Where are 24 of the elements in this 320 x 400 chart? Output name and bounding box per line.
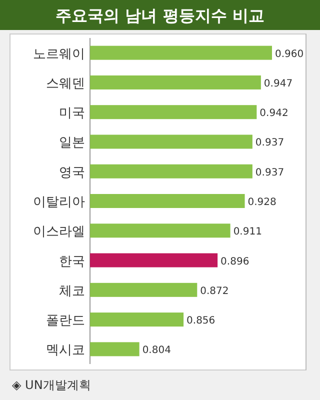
data-label: 0.911 xyxy=(233,226,262,238)
y-tick-label: 한국 xyxy=(59,254,85,270)
y-tick-label: 폴란드 xyxy=(46,314,85,329)
y-tick-label: 스웨덴 xyxy=(46,76,85,92)
data-label: 0.804 xyxy=(142,345,171,356)
data-label: 0.942 xyxy=(260,108,288,120)
y-tick-label: 영국 xyxy=(59,165,85,180)
data-label: 0.937 xyxy=(255,167,284,178)
data-label: 0.872 xyxy=(200,286,229,297)
y-tick-label: 체코 xyxy=(59,284,85,299)
y-tick-label: 이탈리아 xyxy=(33,195,85,210)
y-tick-label: 일본 xyxy=(59,136,85,151)
y-tick-label: 미국 xyxy=(59,106,85,122)
data-label: 0.960 xyxy=(274,48,304,60)
data-label: 0.937 xyxy=(255,138,284,149)
data-label: 0.856 xyxy=(186,316,216,327)
data-label: 0.896 xyxy=(220,256,250,268)
data-label: 0.947 xyxy=(264,78,293,90)
y-tick-label: 이스라엘 xyxy=(33,224,85,240)
chart-title: 주요국의 남녀 평등지수 비교 xyxy=(56,6,264,25)
y-tick-label: 노르웨이 xyxy=(33,46,85,62)
data-label: 0.928 xyxy=(248,197,276,208)
text: ◈ UN개발계획 xyxy=(12,378,91,392)
y-tick-label: 멕시코 xyxy=(46,343,85,358)
